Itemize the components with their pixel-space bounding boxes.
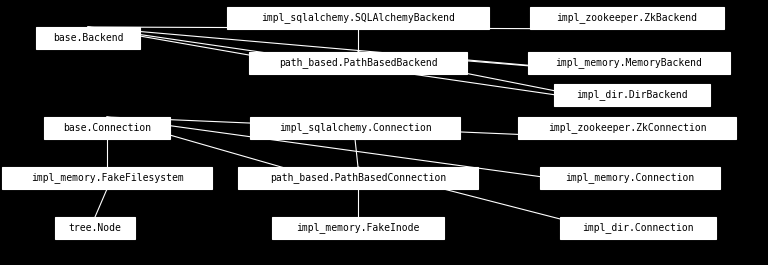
FancyBboxPatch shape (554, 84, 710, 106)
Text: impl_dir.Connection: impl_dir.Connection (582, 223, 694, 233)
Text: impl_memory.Connection: impl_memory.Connection (565, 173, 694, 183)
Text: impl_zookeeper.ZkBackend: impl_zookeeper.ZkBackend (557, 12, 697, 24)
Text: impl_zookeeper.ZkConnection: impl_zookeeper.ZkConnection (548, 122, 707, 134)
FancyBboxPatch shape (518, 117, 736, 139)
Text: base.Backend: base.Backend (53, 33, 123, 43)
FancyBboxPatch shape (530, 7, 724, 29)
Text: impl_sqlalchemy.Connection: impl_sqlalchemy.Connection (279, 122, 432, 134)
Text: tree.Node: tree.Node (68, 223, 121, 233)
FancyBboxPatch shape (227, 7, 489, 29)
Text: impl_memory.MemoryBackend: impl_memory.MemoryBackend (555, 58, 703, 68)
Text: impl_dir.DirBackend: impl_dir.DirBackend (576, 90, 688, 100)
Text: base.Connection: base.Connection (63, 123, 151, 133)
FancyBboxPatch shape (560, 217, 717, 239)
FancyBboxPatch shape (44, 117, 170, 139)
FancyBboxPatch shape (528, 52, 730, 74)
FancyBboxPatch shape (250, 52, 467, 74)
Text: impl_memory.FakeInode: impl_memory.FakeInode (296, 223, 419, 233)
Text: path_based.PathBasedBackend: path_based.PathBasedBackend (279, 58, 437, 68)
FancyBboxPatch shape (2, 167, 212, 189)
FancyBboxPatch shape (541, 167, 720, 189)
Text: impl_sqlalchemy.SQLAlchemyBackend: impl_sqlalchemy.SQLAlchemyBackend (261, 12, 455, 24)
Text: impl_memory.FakeFilesystem: impl_memory.FakeFilesystem (31, 173, 184, 183)
FancyBboxPatch shape (55, 217, 135, 239)
FancyBboxPatch shape (238, 167, 478, 189)
FancyBboxPatch shape (272, 217, 444, 239)
Text: path_based.PathBasedConnection: path_based.PathBasedConnection (270, 173, 446, 183)
FancyBboxPatch shape (36, 27, 140, 49)
FancyBboxPatch shape (250, 117, 460, 139)
